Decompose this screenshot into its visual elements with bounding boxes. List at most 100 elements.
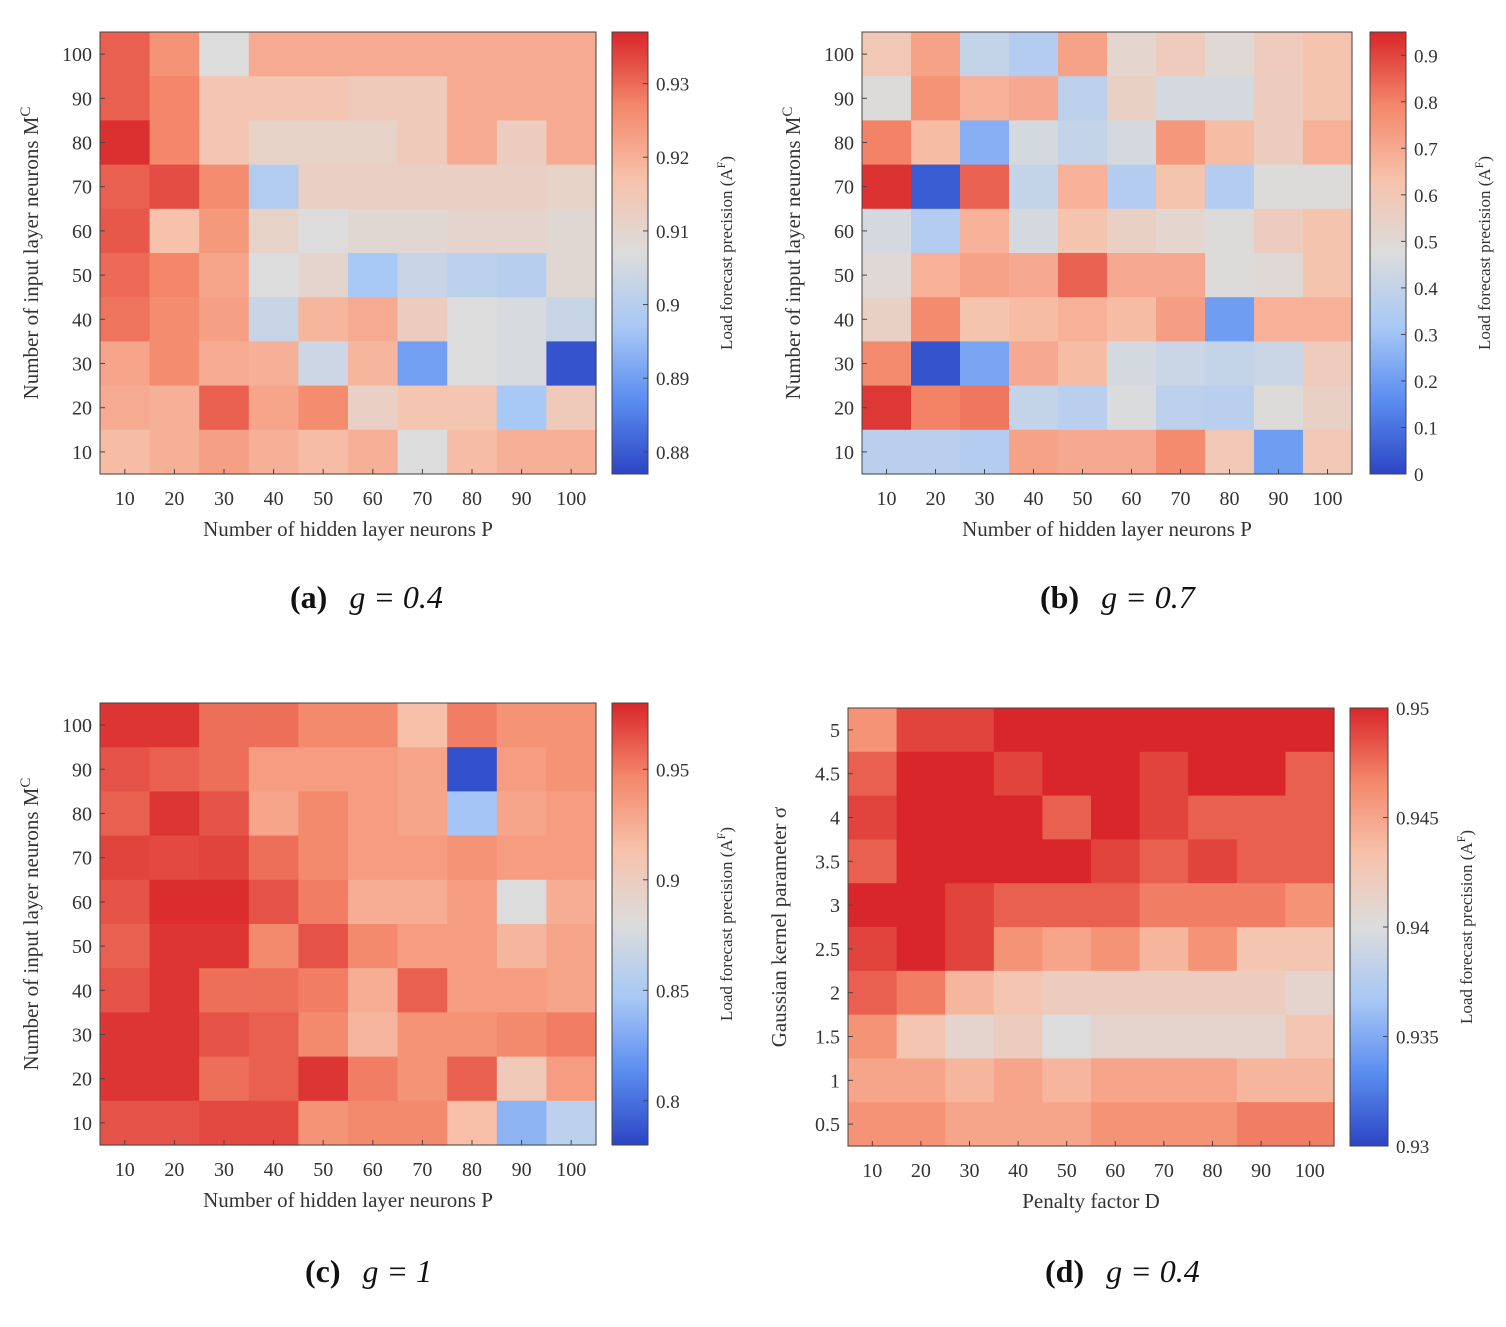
heatmap-cell (1009, 32, 1059, 77)
heatmap-cell (397, 76, 448, 121)
x-axis-label: Number of hidden layer neurons P (962, 517, 1252, 541)
heatmap-cell (1009, 120, 1059, 166)
heatmap-cell (397, 297, 448, 342)
x-tick-label: 80 (462, 1159, 482, 1181)
heatmap-cell (100, 747, 151, 792)
heatmap-cell (993, 839, 1043, 884)
heatmap-cell (149, 1100, 200, 1146)
heatmap-cell (1091, 1102, 1141, 1147)
heatmap-cell (1205, 164, 1255, 210)
heatmap-cell (1303, 297, 1353, 342)
heatmap-cell (1236, 708, 1286, 753)
colorbar-tick-label: 0 (1414, 465, 1424, 486)
heatmap-cell (960, 429, 1010, 475)
x-tick-label: 90 (512, 1159, 532, 1181)
heatmap-cell (447, 968, 498, 1013)
heatmap-cell (1254, 208, 1304, 254)
colorbar (611, 31, 649, 475)
heatmap-cell (348, 208, 399, 254)
heatmap-cell (199, 1056, 250, 1102)
heatmap-cell (496, 703, 547, 748)
heatmap-cell (199, 968, 250, 1013)
heatmap-cell (496, 1056, 547, 1102)
heatmap-cell (248, 1012, 299, 1058)
heatmap-cell (447, 791, 498, 837)
heatmap-cell (993, 751, 1043, 797)
heatmap-cell (397, 924, 448, 969)
x-tick-label: 30 (975, 488, 995, 510)
heatmap-cell (1303, 76, 1353, 121)
y-tick-label: 60 (72, 892, 92, 914)
heatmap-cell (945, 1014, 995, 1059)
heatmap-cell (1139, 1058, 1189, 1103)
heatmap-cell (546, 120, 597, 166)
colorbar-tick-label: 0.92 (656, 148, 689, 169)
heatmap-cell (199, 297, 250, 342)
heatmap-cell (1205, 341, 1255, 387)
y-tick-label: 100 (62, 44, 92, 66)
heatmap-cell (447, 208, 498, 254)
x-tick-label: 50 (1073, 488, 1093, 510)
heatmap-cell (1107, 385, 1157, 431)
heatmap-cell (911, 76, 961, 121)
heatmap-cell (1091, 970, 1141, 1016)
heatmap-cell (199, 747, 250, 792)
x-tick-label: 70 (1154, 1160, 1174, 1182)
colorbar-tick-label: 0.85 (656, 981, 689, 1002)
heatmap-cell (199, 703, 250, 748)
heatmap-cell (862, 429, 912, 475)
heatmap-cell (100, 1056, 151, 1102)
heatmap-cell (1254, 120, 1304, 166)
heatmap-cell (848, 795, 898, 840)
heatmap-cell (1107, 32, 1157, 77)
heatmap-cell (911, 253, 961, 298)
heatmap-cell (199, 32, 250, 77)
heatmap-cell (1236, 795, 1286, 840)
heatmap-cell (447, 1012, 498, 1058)
heatmap-cell (862, 32, 912, 77)
colorbar-tick-label: 0.95 (656, 760, 689, 781)
heatmap-cell (546, 341, 597, 387)
y-tick-label: 100 (824, 44, 854, 66)
heatmap-panel-d: 0.5 1 1.5 2 2.5 3 3.5 4 4.5 5 10 20 30 40 50 60 70 80 90 10… (767, 699, 1476, 1289)
heatmap-cell (348, 32, 399, 77)
heatmap-cell (397, 879, 448, 925)
heatmap-cell (1058, 429, 1108, 475)
heatmap-cell (1091, 927, 1141, 972)
heatmap-cell (496, 120, 547, 166)
heatmap-cell (993, 970, 1043, 1016)
heatmap-cell (911, 385, 961, 431)
y-tick-label: 100 (62, 715, 92, 737)
heatmap-cell (1107, 120, 1157, 166)
heatmap-cell (896, 883, 946, 928)
y-tick-label: 4 (830, 808, 840, 830)
x-tick-label: 100 (1313, 488, 1343, 510)
heatmap-cell (911, 32, 961, 77)
heatmap-cell (862, 297, 912, 342)
colorbar (611, 702, 649, 1146)
heatmap-cell (1205, 120, 1255, 166)
colorbar-tick-label: 0.9 (656, 296, 680, 317)
x-tick-label: 10 (862, 1160, 882, 1182)
heatmap-cell (348, 429, 399, 475)
heatmap-cell (1139, 795, 1189, 840)
colorbar-tick-label: 0.93 (656, 75, 689, 96)
heatmap-cell (993, 1058, 1043, 1103)
heatmap-cell (248, 76, 299, 121)
heatmap-cell (848, 751, 898, 797)
heatmap-cell (911, 341, 961, 387)
x-tick-label: 40 (264, 488, 284, 510)
heatmap-cell (945, 795, 995, 840)
heatmap-cell (1236, 927, 1286, 972)
heatmap-cell (1058, 164, 1108, 210)
heatmap-cell (1156, 164, 1206, 210)
heatmap-cell (1236, 1102, 1286, 1147)
y-tick-label: 30 (834, 354, 854, 376)
heatmap-cell (1009, 164, 1059, 210)
y-tick-label: 70 (72, 848, 92, 870)
x-axis-label: Penalty factor D (1022, 1189, 1160, 1213)
heatmap-cell (149, 703, 200, 748)
heatmap-cell (248, 879, 299, 925)
heatmap-cell (298, 835, 349, 881)
x-tick-label: 70 (412, 488, 432, 510)
